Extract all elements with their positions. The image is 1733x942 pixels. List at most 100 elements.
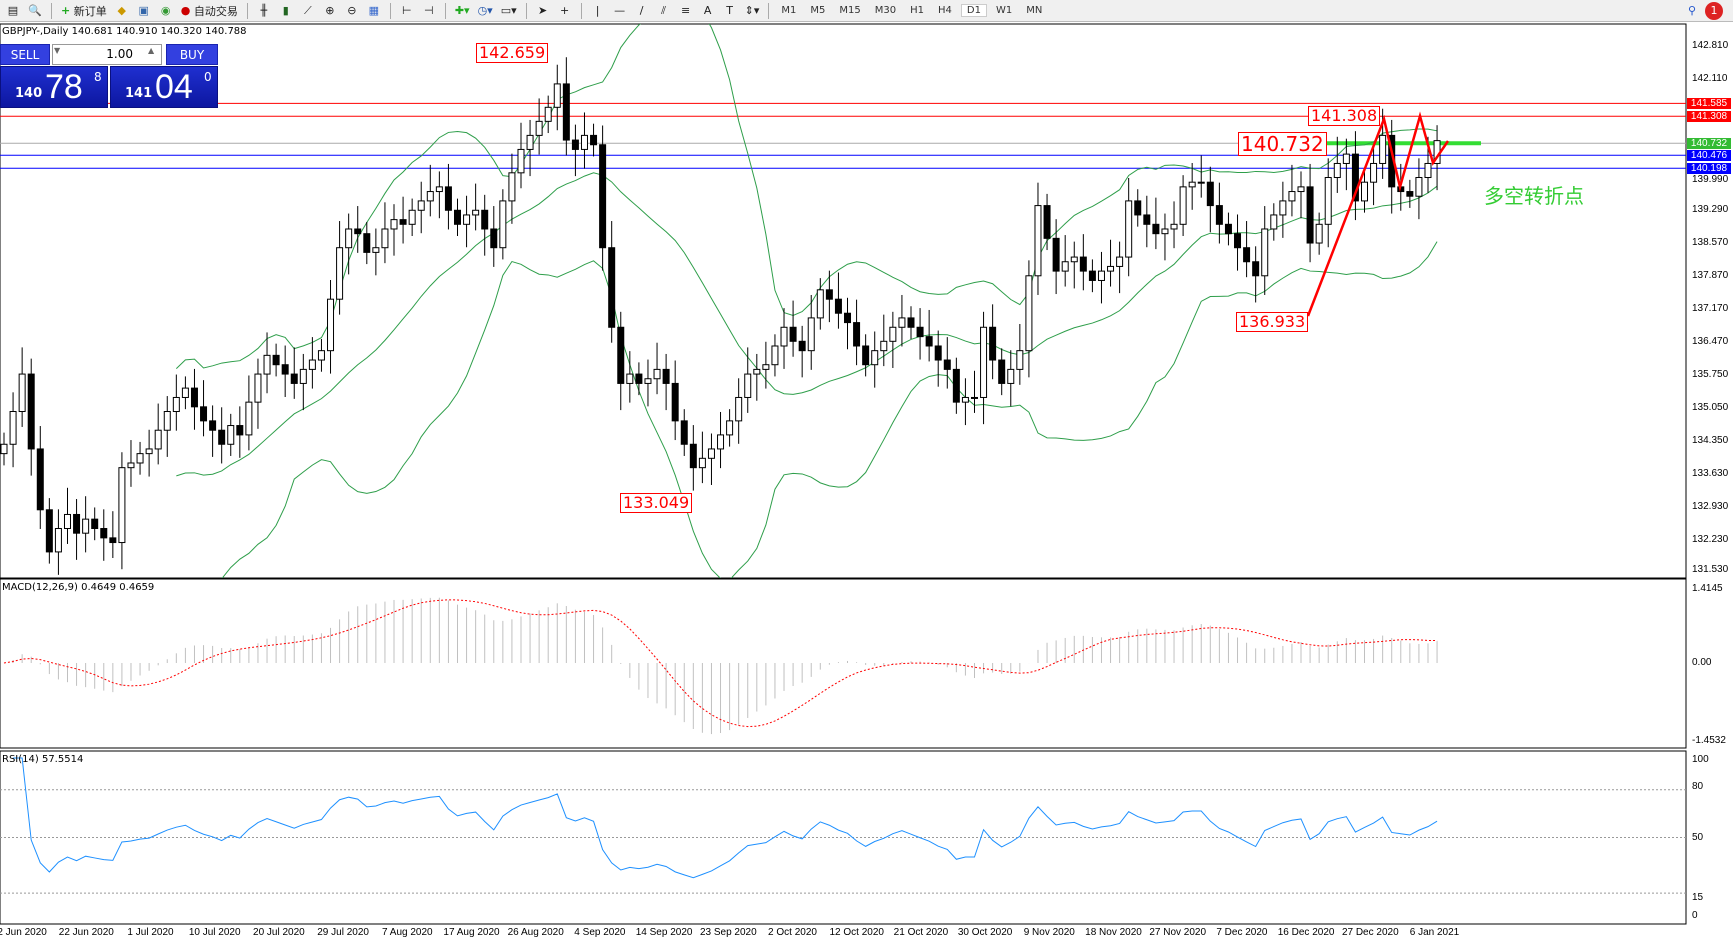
price-axis-label: 136.470 (1692, 336, 1729, 347)
rsi-line (13, 757, 1438, 879)
vertical-line-icon[interactable]: | (595, 4, 600, 17)
chart-shift-icon[interactable]: ⊣ (424, 4, 434, 17)
candle-body (671, 382, 679, 422)
text-icon[interactable]: A (703, 4, 712, 17)
indicators-icon[interactable]: ✚▾ (454, 4, 470, 17)
sell-button[interactable]: SELL (0, 44, 50, 65)
candle-body (281, 364, 289, 375)
arrows-icon[interactable]: ⇕▾ (744, 4, 760, 17)
candle-body (317, 350, 325, 361)
price-axis-label: 137.170 (1692, 303, 1729, 314)
metaeditor-icon[interactable]: ◆ (117, 4, 126, 17)
candle-body (653, 368, 661, 380)
price-axis-label: 135.750 (1692, 369, 1729, 380)
buy-button[interactable]: BUY (166, 44, 218, 65)
search-icon[interactable]: ⚲ (1687, 4, 1697, 17)
lot-increase-icon[interactable]: ▲ (148, 46, 155, 55)
candle-body (463, 214, 471, 225)
main-pane-frame (0, 23, 1687, 579)
candle-body (608, 247, 616, 328)
zoom-out-icon[interactable]: ⊖ (347, 4, 357, 17)
candle-body (717, 434, 725, 450)
annotation-note[interactable]: 多空转折点 (1484, 184, 1584, 208)
market-watch-icon[interactable]: ▤ (7, 4, 19, 17)
annotation-high[interactable]: 142.659 (476, 43, 549, 63)
timeframe-w1[interactable]: W1 (995, 5, 1013, 16)
zoom-in-icon[interactable]: ⊕ (325, 4, 335, 17)
date-axis-label: 4 Sep 2020 (574, 927, 626, 938)
tile-windows-icon[interactable]: ▦ (368, 4, 380, 17)
date-axis-label: 7 Dec 2020 (1216, 927, 1268, 938)
candle-body (435, 186, 443, 193)
chart-canvas[interactable] (0, 22, 1733, 942)
candle-body (526, 134, 534, 150)
ask-fraction: 0 (204, 70, 212, 84)
signals-icon[interactable]: ◉ (160, 4, 171, 17)
annotation-resistance[interactable]: 141.308 (1308, 106, 1381, 126)
price-level-tag: 140.476 (1687, 149, 1731, 161)
trendline-icon[interactable]: / (639, 4, 644, 17)
timeframe-mn[interactable]: MN (1026, 5, 1043, 16)
macd-signal-line (3, 599, 1438, 728)
candle-body (989, 326, 997, 361)
candle-body (499, 200, 507, 249)
candle-body (1215, 205, 1223, 225)
candle-body (200, 406, 208, 422)
timeframe-m1[interactable]: M1 (781, 5, 797, 16)
candlestick-icon[interactable]: ▮ (282, 4, 289, 17)
annotation-low[interactable]: 133.049 (620, 493, 693, 513)
timeframe-h4[interactable]: H4 (937, 5, 952, 16)
lot-decrease-icon[interactable]: ▼ (54, 46, 61, 55)
rsi-level-80: 80 (1692, 781, 1704, 792)
candle-body (236, 425, 244, 436)
price-axis-label: 131.530 (1692, 564, 1729, 575)
channel-icon[interactable]: ⫽ (661, 3, 667, 17)
timeframe-m30[interactable]: M30 (874, 5, 897, 16)
candle-body (952, 368, 960, 403)
candle-body (943, 359, 951, 370)
terminal-icon[interactable]: ▣ (138, 4, 149, 17)
date-axis-label: 2 Jun 2020 (0, 927, 47, 938)
horizontal-line-icon[interactable]: — (614, 4, 626, 17)
crosshair-icon[interactable]: + (560, 4, 570, 17)
ask-price[interactable]: 141 04 0 (110, 66, 218, 108)
candle-body (426, 191, 434, 202)
rsi-label: RSI(14) 57.5514 (2, 754, 84, 765)
timeframe-h1[interactable]: H1 (910, 5, 924, 16)
bid-price[interactable]: 140 78 8 (0, 66, 108, 108)
candle-body (998, 359, 1006, 384)
candle-body (1288, 191, 1296, 202)
date-axis-label: 7 Aug 2020 (381, 927, 433, 938)
candle-body (1379, 134, 1387, 164)
candle-body (753, 368, 761, 375)
candle-body (1179, 186, 1187, 225)
templates-icon[interactable]: ▭▾ (500, 4, 517, 17)
lot-size-input[interactable]: 1.00 (52, 44, 162, 65)
timeframe-m5[interactable]: M5 (810, 5, 826, 16)
timeframe-m15[interactable]: M15 (839, 5, 861, 16)
candle-body (1088, 270, 1096, 281)
autotrading-button[interactable]: ● 自动交易 (180, 4, 238, 18)
date-axis-label: 29 Jul 2020 (317, 927, 369, 938)
bar-chart-icon[interactable]: ╫ (260, 4, 268, 17)
timeframe-d1[interactable]: D1 (960, 4, 987, 17)
price-level-tag: 140.732 (1687, 137, 1731, 149)
fibonacci-icon[interactable]: ≡ (681, 4, 691, 17)
annotation-low2[interactable]: 136.933 (1236, 312, 1309, 332)
new-order-button[interactable]: + 新订单 (61, 4, 107, 18)
notifications-badge[interactable]: 1 (1705, 1, 1723, 20)
autoscroll-icon[interactable]: ⊢ (402, 4, 412, 17)
periods-icon[interactable]: ◷▾ (477, 4, 493, 17)
candle-body (417, 200, 425, 211)
candle-body (916, 326, 924, 338)
annotation-pivot[interactable]: 140.732 (1238, 132, 1327, 156)
price-axis-label: 133.630 (1692, 468, 1729, 479)
candle-body (644, 378, 652, 384)
label-icon[interactable]: T (726, 4, 733, 17)
candle-body (771, 345, 779, 366)
chart-title: GBPJPY-,Daily 140.681 140.910 140.320 14… (2, 26, 247, 37)
ask-pips: 04 (155, 68, 193, 106)
zoom-history-icon[interactable]: 🔍 (28, 4, 42, 17)
cursor-icon[interactable]: ➤ (538, 4, 548, 17)
line-chart-icon[interactable]: ⟋ (303, 3, 312, 17)
